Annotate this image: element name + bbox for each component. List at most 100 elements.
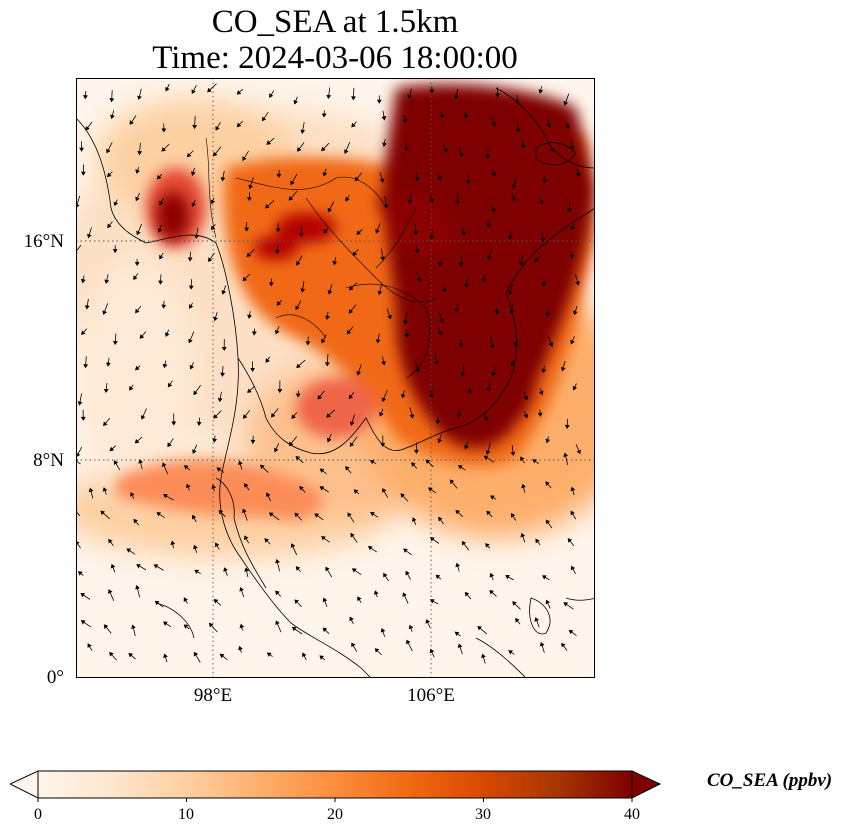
map-canvas[interactable] <box>76 78 595 678</box>
wind-vector-head <box>356 371 362 376</box>
wind-vector-head <box>455 562 461 568</box>
wind-vector-head <box>193 651 199 657</box>
wind-vector-head <box>413 231 419 236</box>
wind-vector-head <box>239 623 245 629</box>
wind-vector-head <box>332 260 338 266</box>
colorbar-label: CO_SEA (ppbv) <box>707 770 833 791</box>
lat-label-8n: 8°N <box>33 450 64 471</box>
wind-vector-head <box>454 95 459 100</box>
wind-vector-head <box>247 314 252 319</box>
wind-vector-head <box>248 184 254 190</box>
wind-vector-head <box>291 626 297 632</box>
wind-vector-head <box>402 119 408 124</box>
wind-vector-head <box>80 592 86 598</box>
wind-vector-head <box>102 487 108 492</box>
colorbar <box>10 770 662 802</box>
wind-vector-head <box>193 544 198 550</box>
wind-vector-head <box>545 599 551 605</box>
wind-vector-head <box>212 438 218 443</box>
wind-vector-head <box>409 414 415 419</box>
wind-vector-head <box>351 642 356 648</box>
wind-vector-head <box>295 566 301 571</box>
wind-vector-head <box>541 575 547 580</box>
wind-vector-head <box>133 275 138 281</box>
wind-vector-head <box>276 301 282 306</box>
wind-vector-head <box>187 257 193 262</box>
wind-vector-head <box>161 304 167 309</box>
wind-vector-head <box>323 228 328 234</box>
wind-vector-head <box>438 330 443 336</box>
wind-vector-head <box>161 128 167 133</box>
wind-vector-head <box>237 460 243 466</box>
wind-vector-head <box>509 309 515 315</box>
wind-vector-head <box>438 516 443 522</box>
wind-vector-head <box>164 332 170 337</box>
wind-vector-head <box>400 393 406 399</box>
wind-vector-head <box>457 643 463 649</box>
wind-vector-head <box>538 199 544 205</box>
wind-vector-head <box>275 620 280 626</box>
wind-vector-head <box>135 584 140 590</box>
wind-vector-head <box>129 120 134 125</box>
wind-vector-head <box>520 144 526 149</box>
map-panel[interactable] <box>76 78 595 678</box>
wind-vector-head <box>541 282 547 287</box>
wind-vector-head <box>402 592 407 598</box>
wind-vector-head <box>535 538 540 544</box>
wind-vector-head <box>540 237 546 243</box>
wind-vector-head <box>567 538 573 543</box>
wind-vector-head <box>382 488 387 493</box>
wind-vector-head <box>438 262 443 267</box>
wind-vector-head <box>326 437 332 443</box>
wind-vector-head <box>523 395 528 401</box>
wind-vector-head <box>414 249 420 254</box>
wind-vector-head <box>161 147 166 152</box>
wind-vector-head <box>106 362 111 367</box>
wind-vector-head <box>186 152 192 158</box>
wind-vector-head <box>171 421 177 426</box>
wind-vector-head <box>425 459 431 465</box>
wind-vector-head <box>295 305 300 311</box>
wind-vector-head <box>110 563 116 569</box>
wind-vector-head <box>270 412 276 418</box>
wind-vector-head <box>133 518 138 524</box>
wind-vector-head <box>511 197 516 202</box>
wind-vector-head <box>250 368 255 373</box>
wind-vector-head <box>515 617 520 623</box>
wind-vector-head <box>353 489 359 494</box>
wind-vector-head <box>429 394 435 399</box>
wind-vector-head <box>186 483 191 489</box>
wind-vector-head <box>561 642 566 648</box>
wind-vector-head <box>575 172 581 178</box>
wind-vector-head <box>429 235 435 240</box>
wind-vector-head <box>349 421 355 426</box>
wind-vectors <box>76 83 581 664</box>
wind-vector-head <box>327 207 333 213</box>
wind-vector-head <box>191 89 196 94</box>
wind-vector-head <box>379 178 385 183</box>
wind-vector-head <box>87 233 92 239</box>
wind-vector-head <box>129 385 134 391</box>
wind-vector-head <box>490 208 496 213</box>
wind-vector-head <box>135 169 140 174</box>
wind-vector-head <box>161 462 167 468</box>
wind-vector-head <box>564 424 570 430</box>
wind-vector-head <box>455 200 461 205</box>
wind-vector-head <box>434 360 439 366</box>
wind-vector-head <box>191 171 196 176</box>
wind-vector-head <box>112 249 118 254</box>
wind-vector-head <box>549 147 555 153</box>
wind-vector-head <box>351 568 357 573</box>
wind-vector-head <box>491 172 497 177</box>
wind-vector-head <box>183 624 189 629</box>
wind-vector-head <box>274 329 280 335</box>
wind-vector <box>76 460 81 465</box>
wind-vector-head <box>211 484 217 489</box>
wind-vector-head <box>246 252 252 258</box>
wind-vector-head <box>403 548 408 553</box>
wind-vector-head <box>569 146 575 151</box>
wind-vector-head <box>183 465 189 470</box>
wind-vector-head <box>406 639 411 645</box>
wind-vector-head <box>77 571 83 576</box>
wind-vector-head <box>288 441 294 447</box>
